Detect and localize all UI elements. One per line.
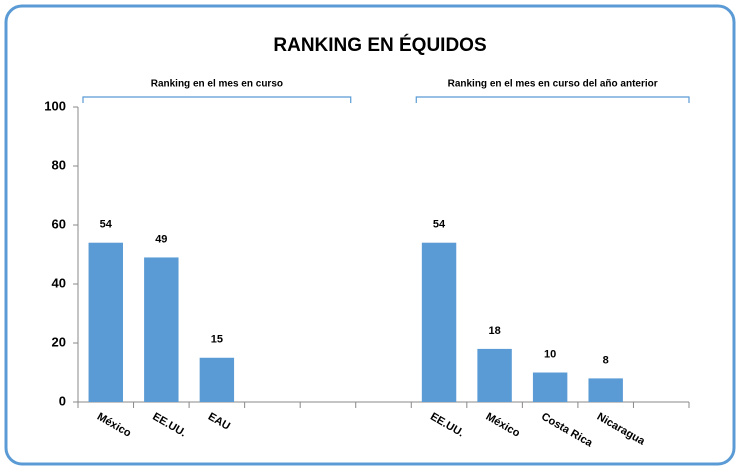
chart-title: RANKING EN ÉQUIDOS [273,34,486,56]
value-label: 10 [544,348,556,360]
bar [532,372,568,402]
value-label: 15 [211,334,223,346]
value-label: 49 [155,233,167,245]
y-tick-label: 0 [59,393,66,408]
value-label: 54 [100,219,113,231]
y-tick-label: 40 [52,275,66,290]
bar [588,378,623,402]
y-tick-label: 80 [52,157,66,172]
bar [144,257,179,402]
group-label: Ranking en el mes en curso del año anter… [448,79,658,90]
y-tick-label: 100 [44,98,66,113]
value-label: 8 [603,354,609,366]
y-tick-label: 60 [52,216,66,231]
value-label: 54 [433,219,446,231]
bar [477,348,512,402]
bar [421,242,457,402]
group-bracket [415,96,690,103]
bar [199,357,235,402]
group-bracket [82,96,352,103]
value-label: 18 [488,325,500,337]
chart-frame [4,4,736,466]
group-label: Ranking en el mes en curso [151,79,283,90]
y-tick-label: 20 [52,334,66,349]
bar [88,242,123,402]
